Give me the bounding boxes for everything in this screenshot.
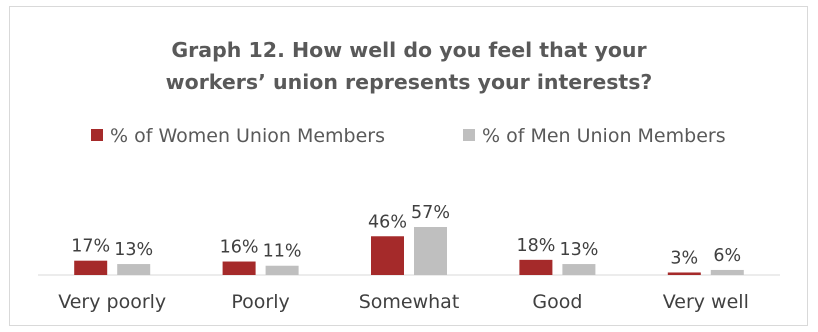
value-label-men-very-well: 6% <box>713 246 741 266</box>
bar-women-good <box>519 259 553 275</box>
legend-swatch-men <box>463 129 475 141</box>
category-label-somewhat: Somewhat <box>359 291 460 313</box>
category-labels-layer: Very poorly Poorly Somewhat Good Very well <box>58 291 749 313</box>
value-label-women-somewhat: 46% <box>368 212 407 232</box>
value-label-men-somewhat: 57% <box>411 203 450 223</box>
bar-men-very-poorly <box>117 264 151 275</box>
value-label-men-very-poorly: 13% <box>114 240 153 260</box>
chart-title-line-2: workers’ union represents your interests… <box>166 70 653 94</box>
legend: % of Women Union Members % of Men Union … <box>91 125 726 147</box>
value-labels-layer: 17% 13% 16% 11%46% 57%18% 13% 3% 6% <box>71 203 741 268</box>
category-label-poorly: Poorly <box>231 291 289 313</box>
category-label-very-well: Very well <box>663 291 749 313</box>
value-label-men-poorly: 11% <box>263 242 302 262</box>
legend-label-women: % of Women Union Members <box>110 125 385 147</box>
category-label-very-poorly: Very poorly <box>58 291 166 313</box>
legend-swatch-women <box>91 129 103 141</box>
bars-layer <box>74 227 744 275</box>
value-label-women-poorly: 16% <box>220 238 259 258</box>
bar-women-somewhat <box>371 236 404 275</box>
bar-men-good <box>562 264 596 275</box>
bar-men-poorly <box>265 265 299 275</box>
bar-women-poorly <box>222 261 256 275</box>
bar-women-very-well <box>667 272 701 275</box>
value-label-men-good: 13% <box>559 240 598 260</box>
chart-title-line-1: Graph 12. How well do you feel that your <box>171 38 647 62</box>
bar-men-very-well <box>710 269 744 275</box>
value-label-women-very-well: 3% <box>670 248 698 268</box>
category-label-good: Good <box>532 291 582 313</box>
bar-women-very-poorly <box>74 260 108 275</box>
legend-label-men: % of Men Union Members <box>482 125 726 147</box>
bar-men-somewhat <box>414 227 447 275</box>
value-label-women-very-poorly: 17% <box>71 237 110 257</box>
value-label-women-good: 18% <box>516 236 555 256</box>
